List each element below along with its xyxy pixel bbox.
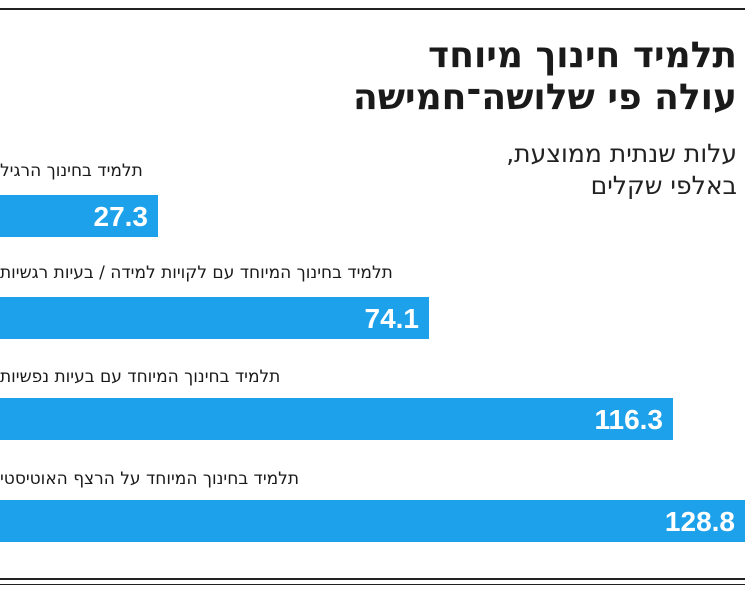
top-rule [0,8,745,10]
chart-title-line1: תלמיד חינוך מיוחד [428,35,737,76]
bar-category-label: תלמיד בחינוך המיוחד עם בעיות נפשיות [0,367,281,387]
bottom-rule-thin [0,584,745,585]
bar-value-label: 128.8 [664,506,735,537]
bar-category-label: תלמיד בחינוך הרגיל [0,161,143,181]
bar-value-label: 27.3 [93,201,149,232]
chart-title-line2: עולה פי שלושה־חמישה [352,77,737,118]
bar: 27.3 [0,195,158,237]
bar: 128.8 [0,500,745,542]
bar-value-label: 74.1 [364,303,420,334]
chart-subtitle-line2: באלפי שקלים [590,171,737,200]
bar-category-label: תלמיד בחינוך המיוחד על הרצף האוטיסטי [0,469,300,489]
bar-value-label: 116.3 [594,404,663,435]
bar: 74.1 [0,297,429,339]
bar-category-label: תלמיד בחינוך המיוחד עם לקויות למידה / בע… [0,263,393,283]
bottom-rule [0,578,745,580]
chart-subtitle-line1: עלות שנתית ממוצעת, [506,139,737,168]
bar: 116.3 [0,398,673,440]
